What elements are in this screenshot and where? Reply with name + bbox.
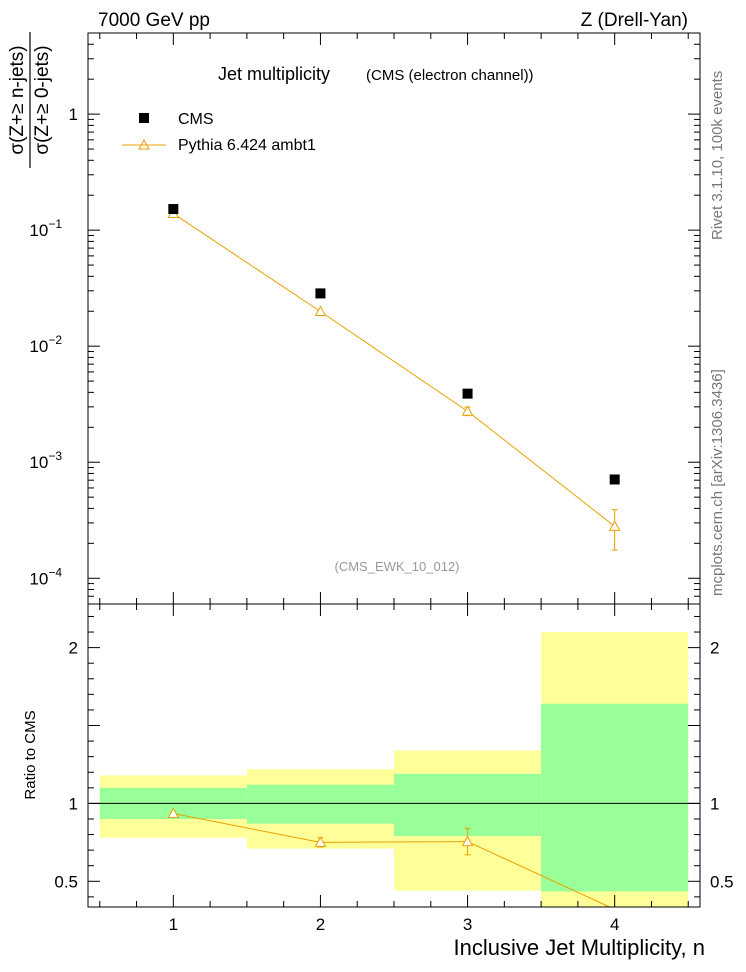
ratio-mc-point (167, 807, 180, 819)
mc-point (314, 305, 327, 317)
ratio-y-axis-title: Ratio to CMS (22, 710, 39, 799)
cms-data-point (462, 388, 473, 399)
ratio-y-tick-label-right: 0.5 (710, 872, 734, 891)
cms-data-point (315, 288, 326, 299)
y-title-numerator: σ(Z+≥ n-jets) (7, 45, 28, 154)
ratio-band-inner (246, 784, 394, 824)
ratio-y-tick-label: 1 (69, 794, 78, 813)
legend: CMS Pythia 6.424 ambt1 (122, 111, 316, 154)
ratio-mc-point (314, 836, 327, 847)
main-y-tick-label: 10−2 (29, 333, 62, 356)
ratio-mc-line (173, 813, 610, 908)
ratio-y-tick-label-right: 2 (710, 639, 719, 658)
legend-cms-marker (139, 113, 149, 123)
x-axis-title: Inclusive Jet Multiplicity, n (454, 935, 705, 960)
cms-data-point (168, 204, 179, 215)
chart-title: Jet multiplicity (218, 64, 330, 84)
process-label: Z (Drell-Yan) (581, 10, 688, 31)
main-panel: 1 10−1 10−2 10−3 10−4 Jet multiplicity (CMS … (7, 32, 701, 605)
rivet-label: Rivet 3.1.10, 100k events (709, 71, 726, 240)
ratio-y-tick-label: 0.5 (54, 872, 78, 891)
chart-subtitle: (CMS (electron channel)) (366, 67, 534, 84)
legend-cms-label: CMS (178, 111, 214, 128)
ratio-panel: 2 2 1 1 0.5 0.5 1 2 3 4 Ratio to CMS Inclusive Je… (22, 603, 734, 960)
mc-series-line (173, 213, 615, 527)
main-y-tick-label: 10−1 (29, 217, 62, 240)
main-y-tick-label: 1 (69, 105, 78, 124)
legend-mc-marker (138, 138, 150, 150)
legend-mc-label: Pythia 6.424 ambt1 (178, 137, 316, 154)
ratio-y-tick-label: 2 (69, 639, 78, 658)
mc-point (608, 520, 621, 531)
energy-label: 7000 GeV pp (98, 10, 210, 31)
ratio-band-inner (541, 703, 689, 892)
main-y-axis-title: σ(Z+≥ n-jets) σ(Z+≥ 0-jets) (7, 32, 53, 168)
x-tick-label: 3 (463, 915, 472, 934)
main-y-tick-label: 10−3 (29, 449, 62, 472)
ratio-y-tick-label-right: 1 (710, 794, 719, 813)
ratio-band-inner (394, 773, 542, 837)
x-tick-label: 4 (610, 915, 619, 934)
x-tick-label: 2 (316, 915, 325, 934)
cms-data-point (609, 474, 620, 485)
main-y-tick-label: 10−4 (29, 565, 62, 588)
mc-point (461, 405, 474, 416)
ratio-mc-point (461, 835, 474, 847)
analysis-tag: (CMS_EWK_10_012) (335, 559, 460, 574)
x-tick-label: 1 (169, 915, 178, 934)
y-title-denominator: σ(Z+≥ 0-jets) (32, 45, 53, 154)
mcplots-label: mcplots.cern.ch [arXiv:1306.3436] (709, 369, 726, 596)
